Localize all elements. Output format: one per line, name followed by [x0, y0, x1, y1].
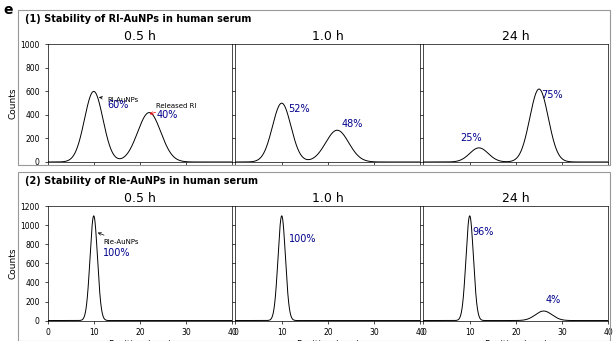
Text: RI-AuNPs: RI-AuNPs	[99, 96, 139, 103]
Text: 75%: 75%	[541, 90, 563, 100]
Text: 0.5 h: 0.5 h	[124, 192, 156, 205]
Text: 52%: 52%	[289, 104, 310, 114]
Text: Released RI: Released RI	[150, 103, 197, 115]
Text: 96%: 96%	[472, 227, 493, 237]
Text: RIe-AuNPs: RIe-AuNPs	[99, 233, 139, 245]
Text: 0.5 h: 0.5 h	[124, 30, 156, 43]
Text: 100%: 100%	[103, 248, 131, 257]
Text: 24 h: 24 h	[502, 30, 530, 43]
Text: e: e	[3, 3, 12, 17]
Text: 60%: 60%	[108, 100, 129, 110]
Text: (1) Stability of RI-AuNPs in human serum: (1) Stability of RI-AuNPs in human serum	[25, 14, 251, 24]
X-axis label: Position (mm): Position (mm)	[297, 340, 359, 341]
Text: 4%: 4%	[546, 295, 562, 306]
X-axis label: Position (mm): Position (mm)	[485, 340, 547, 341]
Text: 1.0 h: 1.0 h	[312, 192, 344, 205]
Text: (2) Stability of RIe-AuNPs in human serum: (2) Stability of RIe-AuNPs in human seru…	[25, 176, 257, 186]
Text: 100%: 100%	[289, 234, 316, 244]
Y-axis label: Counts: Counts	[9, 248, 18, 279]
X-axis label: Position (mm): Position (mm)	[109, 340, 171, 341]
Text: 40%: 40%	[156, 110, 178, 120]
Text: 25%: 25%	[460, 133, 482, 143]
Text: 24 h: 24 h	[502, 192, 530, 205]
Y-axis label: Counts: Counts	[9, 87, 18, 119]
Text: 1.0 h: 1.0 h	[312, 30, 344, 43]
Text: 48%: 48%	[342, 119, 363, 129]
